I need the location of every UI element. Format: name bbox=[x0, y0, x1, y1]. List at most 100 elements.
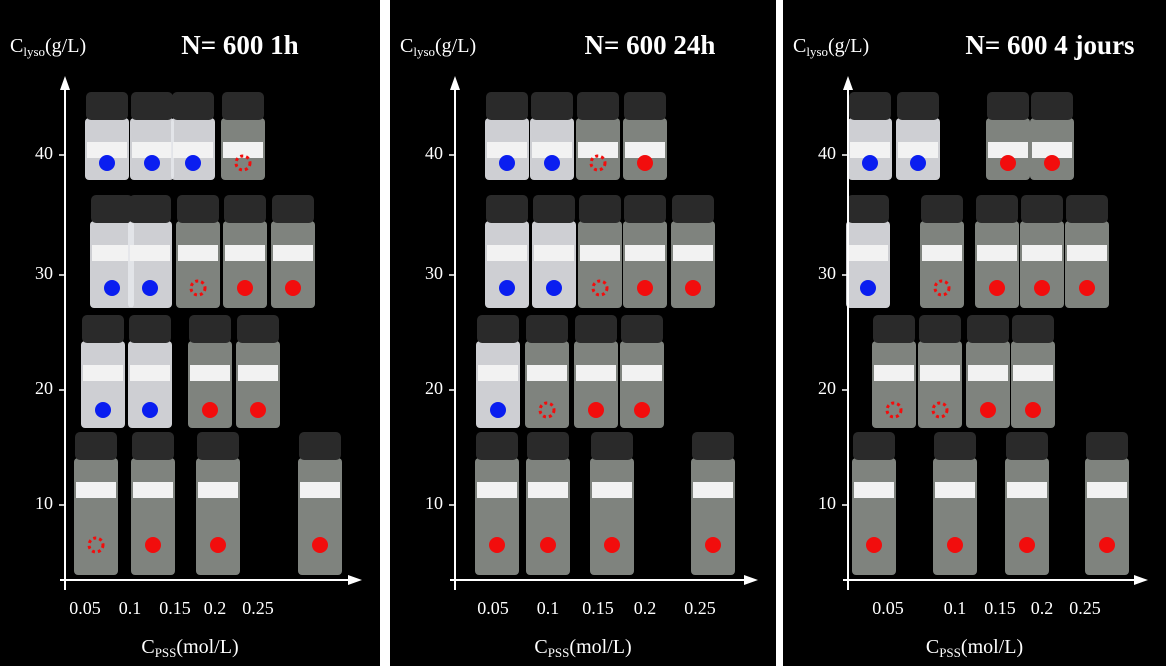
vial-body bbox=[1065, 221, 1109, 308]
state-dot bbox=[87, 536, 105, 554]
x-tick-label: 0.15 bbox=[159, 598, 191, 618]
vial-label bbox=[874, 365, 914, 381]
vial-cap bbox=[129, 315, 171, 343]
vial-label bbox=[898, 142, 938, 158]
vial-cap bbox=[579, 195, 621, 223]
vial-cap bbox=[222, 92, 264, 120]
label-subscript: PSS bbox=[939, 645, 961, 660]
vial-body bbox=[188, 341, 232, 428]
state-dot bbox=[210, 537, 226, 553]
vial-cap bbox=[934, 432, 976, 460]
vial-label bbox=[487, 142, 527, 158]
vial-body bbox=[1005, 458, 1049, 575]
vial-label bbox=[848, 245, 888, 261]
vial-cap bbox=[237, 315, 279, 343]
vial-body bbox=[223, 221, 267, 308]
vial-cap bbox=[577, 92, 619, 120]
x-tick-label: 0.25 bbox=[684, 598, 716, 618]
x-tick-label: 0.1 bbox=[537, 598, 560, 618]
label-symbol: C bbox=[793, 35, 806, 57]
vial-cap bbox=[129, 195, 171, 223]
vial-label bbox=[273, 245, 313, 261]
y-tick-label: 10 bbox=[425, 493, 443, 513]
vial-cap bbox=[575, 315, 617, 343]
vial-label bbox=[1087, 482, 1127, 498]
vial-label bbox=[178, 245, 218, 261]
state-dot bbox=[947, 537, 963, 553]
panel-title: N= 600 1h bbox=[181, 30, 298, 60]
y-axis-arrow bbox=[60, 76, 70, 90]
state-dot bbox=[910, 155, 926, 171]
x-axis-label: CPSS(mol/L) bbox=[534, 636, 631, 660]
vial-body bbox=[1085, 458, 1129, 575]
label-subscript: lyso bbox=[23, 44, 45, 59]
x-tick-label: 0.25 bbox=[242, 598, 274, 618]
x-axis-arrow bbox=[1134, 575, 1148, 585]
vial-body bbox=[532, 221, 576, 308]
vial-label bbox=[1032, 142, 1072, 158]
vial-body bbox=[918, 341, 962, 428]
state-dot bbox=[95, 402, 111, 418]
vial-label bbox=[528, 482, 568, 498]
vial-label bbox=[576, 365, 616, 381]
label-unit: (g/L) bbox=[435, 35, 476, 57]
state-dot bbox=[1025, 402, 1041, 418]
vial-body bbox=[671, 221, 715, 308]
y-tick-label: 10 bbox=[35, 493, 53, 513]
vial-body bbox=[236, 341, 280, 428]
y-tick-label: 30 bbox=[35, 263, 53, 283]
state-dot bbox=[637, 155, 653, 171]
state-dot bbox=[99, 155, 115, 171]
state-dot bbox=[546, 280, 562, 296]
vial-cap bbox=[1086, 432, 1128, 460]
vial-cap bbox=[621, 315, 663, 343]
state-dot bbox=[145, 537, 161, 553]
state-dot bbox=[989, 280, 1005, 296]
state-dot bbox=[237, 280, 253, 296]
vial-cap bbox=[897, 92, 939, 120]
vial-cap bbox=[1006, 432, 1048, 460]
vial-body bbox=[852, 458, 896, 575]
vial-cap bbox=[172, 92, 214, 120]
state-dot bbox=[104, 280, 120, 296]
vial-label bbox=[83, 365, 123, 381]
y-tick-label: 30 bbox=[818, 263, 836, 283]
y-tick-label: 20 bbox=[818, 378, 836, 398]
vial-body bbox=[920, 221, 964, 308]
vial-label bbox=[87, 142, 127, 158]
state-dot bbox=[588, 402, 604, 418]
vial-label bbox=[190, 365, 230, 381]
state-dot bbox=[189, 279, 207, 297]
x-tick-label: 0.15 bbox=[582, 598, 614, 618]
vial-body bbox=[1011, 341, 1055, 428]
vial-label bbox=[130, 245, 170, 261]
x-tick-label: 0.2 bbox=[634, 598, 657, 618]
vial-cap bbox=[921, 195, 963, 223]
vial-cap bbox=[987, 92, 1029, 120]
vial-label bbox=[850, 142, 890, 158]
vial-cap bbox=[849, 92, 891, 120]
vial-body bbox=[1020, 221, 1064, 308]
vial-cap bbox=[873, 315, 915, 343]
state-dot bbox=[234, 154, 252, 172]
vial-body bbox=[74, 458, 118, 575]
state-dot bbox=[544, 155, 560, 171]
vial-label bbox=[920, 365, 960, 381]
label-unit: (mol/L) bbox=[961, 636, 1023, 658]
vial-label bbox=[1067, 245, 1107, 261]
vial-label bbox=[223, 142, 263, 158]
vial-body bbox=[475, 458, 519, 575]
vial-cap bbox=[91, 195, 133, 223]
vial-label bbox=[527, 365, 567, 381]
vial-body bbox=[975, 221, 1019, 308]
label-unit: (g/L) bbox=[828, 35, 869, 57]
vial-cap bbox=[75, 432, 117, 460]
vial-cap bbox=[1021, 195, 1063, 223]
state-dot bbox=[1019, 537, 1035, 553]
state-dot bbox=[1034, 280, 1050, 296]
state-dot bbox=[604, 537, 620, 553]
x-tick-label: 0.05 bbox=[69, 598, 101, 618]
vial-label bbox=[300, 482, 340, 498]
y-axis-label: Clyso(g/L) bbox=[10, 35, 86, 59]
state-dot bbox=[591, 279, 609, 297]
